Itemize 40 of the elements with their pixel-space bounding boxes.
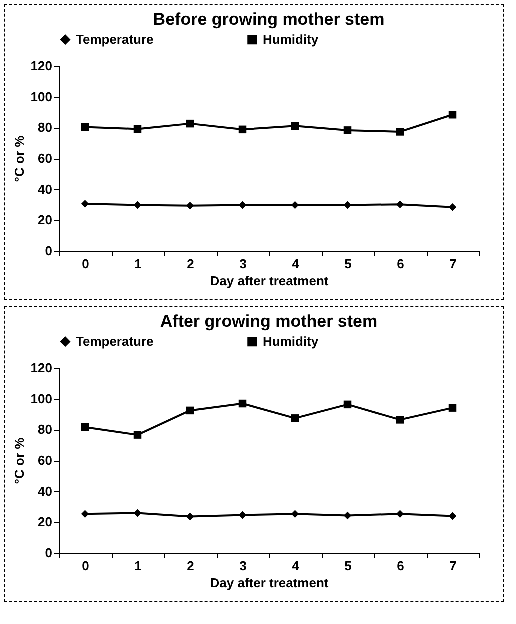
- legend-label: Humidity: [263, 334, 320, 349]
- x-tick-label: 0: [82, 558, 90, 574]
- y-tick-label: 60: [38, 151, 52, 166]
- y-tick-label: 40: [38, 182, 52, 197]
- chart-title: Before growing mother stem: [153, 10, 385, 29]
- y-axis-title: °C or %: [12, 437, 27, 484]
- x-tick-label: 3: [240, 558, 247, 574]
- x-tick-label: 2: [187, 256, 194, 272]
- x-tick-label: 4: [292, 256, 300, 272]
- x-tick-label: 6: [397, 256, 404, 272]
- x-tick-label: 0: [82, 256, 90, 272]
- x-tick-label: 7: [450, 256, 457, 272]
- x-tick-label: 2: [187, 558, 194, 574]
- x-axis-title: Day after treatment: [210, 576, 330, 590]
- legend-label: Humidity: [263, 32, 320, 47]
- legend-label: Temperature: [76, 32, 154, 47]
- y-tick-label: 120: [30, 360, 52, 376]
- y-tick-label: 100: [30, 89, 52, 104]
- x-tick-label: 6: [397, 558, 404, 574]
- y-tick-label: 60: [38, 453, 52, 468]
- y-tick-label: 0: [45, 546, 52, 560]
- x-tick-label: 5: [344, 256, 352, 272]
- x-tick-label: 1: [134, 558, 142, 574]
- y-tick-label: 80: [38, 120, 52, 136]
- y-tick-label: 20: [38, 212, 52, 228]
- x-tick-label: 1: [134, 256, 142, 272]
- y-tick-label: 100: [30, 391, 52, 406]
- y-axis-title: °C or %: [12, 135, 27, 182]
- x-tick-label: 7: [450, 558, 457, 574]
- x-tick-label: 4: [292, 558, 300, 574]
- x-tick-label: 3: [240, 256, 247, 272]
- chart-title: After growing mother stem: [160, 312, 378, 331]
- y-tick-label: 0: [45, 244, 52, 258]
- y-tick-label: 120: [30, 58, 52, 74]
- y-tick-label: 40: [38, 484, 52, 499]
- x-tick-label: 5: [344, 558, 352, 574]
- y-tick-label: 80: [38, 422, 52, 438]
- legend-label: Temperature: [76, 334, 154, 349]
- y-tick-label: 20: [38, 514, 52, 530]
- x-axis-title: Day after treatment: [210, 274, 330, 288]
